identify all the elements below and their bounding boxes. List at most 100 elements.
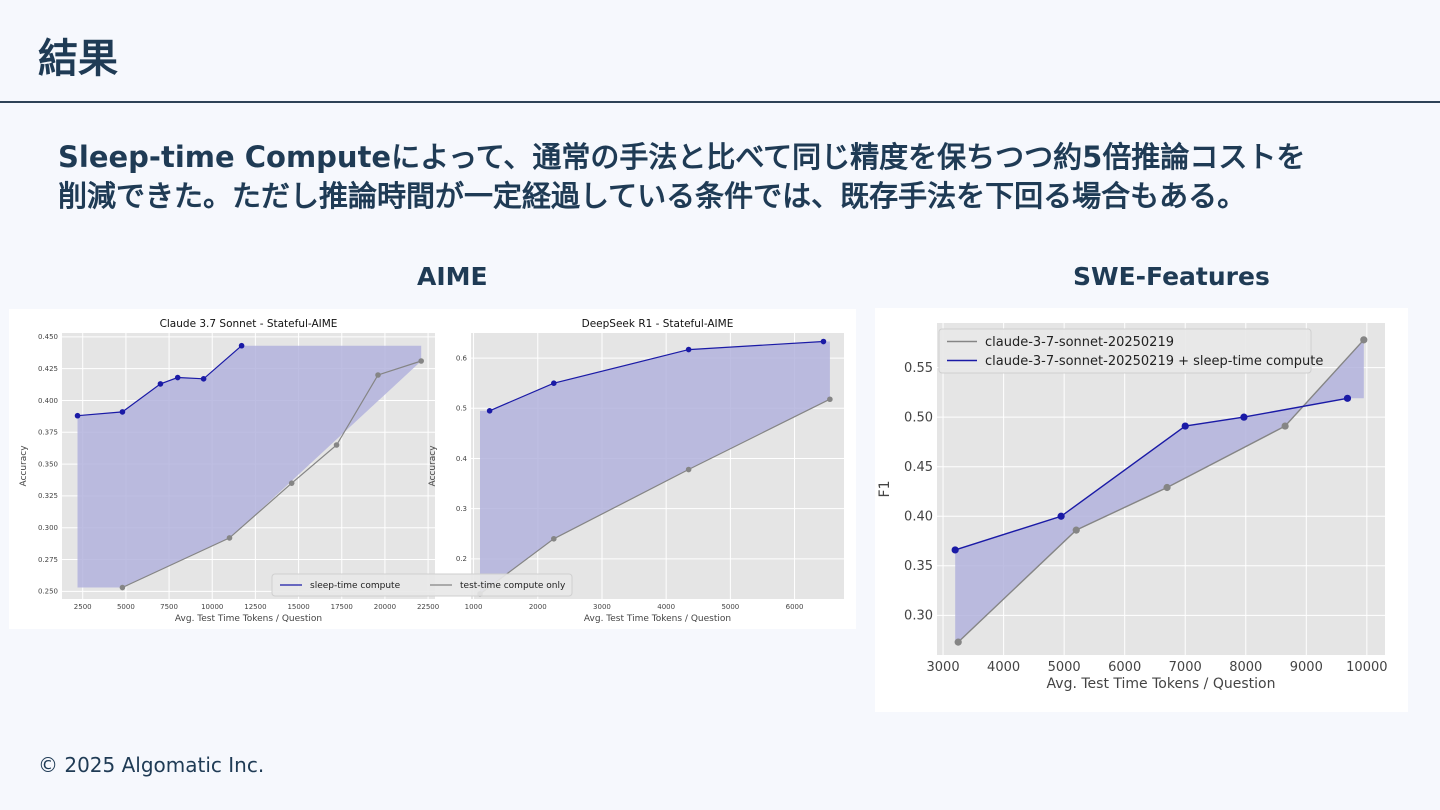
y-axis-label: Accuracy bbox=[428, 445, 438, 487]
series-point-0 bbox=[1360, 336, 1368, 344]
series-point-1 bbox=[685, 466, 692, 473]
series-point-1 bbox=[288, 480, 295, 486]
y-tick-label: 0.5 bbox=[456, 405, 467, 413]
series-point-1 bbox=[1240, 413, 1248, 421]
series-point-1 bbox=[951, 546, 959, 554]
series-line-0 bbox=[77, 345, 242, 417]
series-point-0 bbox=[1072, 526, 1080, 534]
x-tick-label: 5000 bbox=[1048, 660, 1081, 675]
series-line-0 bbox=[489, 340, 824, 412]
y-tick-label: 0.400 bbox=[38, 397, 58, 405]
y-tick-label: 0.275 bbox=[38, 556, 58, 564]
x-tick-label: 5000 bbox=[117, 603, 135, 611]
x-tick-label: 7000 bbox=[1169, 660, 1202, 675]
chart-title: Claude 3.7 Sonnet - Stateful-AIME bbox=[160, 318, 338, 330]
x-tick-label: 1000 bbox=[465, 603, 483, 611]
x-axis-label: Avg. Test Time Tokens / Question bbox=[584, 614, 731, 624]
swe-features-chart: 3000 4000 5000 6000 7000 8000 9000 10000 0.30 0.3… bbox=[877, 323, 1388, 692]
legend-entry: claude-3-7-sonnet-20250219 bbox=[985, 335, 1174, 350]
series-point-0 bbox=[238, 342, 245, 349]
legend-entry: test-time compute only bbox=[460, 581, 566, 591]
swe-features-label: SWE-Features bbox=[1073, 262, 1270, 291]
chart-claude: 2500 5000 7500 10000 12500 15000 17500 20000 225… bbox=[19, 318, 439, 624]
series-point-0 bbox=[174, 374, 181, 381]
x-tick-label: 7500 bbox=[160, 603, 178, 611]
series-point-0 bbox=[685, 346, 692, 353]
x-axis-label: Avg. Test Time Tokens / Question bbox=[1047, 676, 1276, 692]
series-point-0 bbox=[1163, 483, 1171, 492]
x-tick-label: 2000 bbox=[529, 603, 547, 611]
y-tick-label: 0.30 bbox=[904, 609, 933, 624]
page-title: 結果 bbox=[38, 36, 118, 82]
aime-charts: 2500 5000 7500 10000 12500 15000 17500 20000 225… bbox=[19, 318, 844, 624]
chart-deepseek: 1000 2000 3000 4000 5000 6000 0.2 0.3 0.4 0.5 0.6 D… bbox=[428, 318, 844, 624]
x-tick-label: 4000 bbox=[987, 660, 1020, 675]
y-tick-label: 0.55 bbox=[904, 361, 933, 376]
x-tick-label: 3000 bbox=[927, 660, 960, 675]
series-point-1 bbox=[1057, 512, 1065, 520]
fill-between-area bbox=[77, 345, 422, 588]
series-point-0 bbox=[119, 409, 126, 415]
aime-label: AIME bbox=[417, 262, 488, 291]
x-tick-label: 5000 bbox=[721, 603, 739, 611]
y-tick-label: 0.2 bbox=[456, 555, 467, 563]
series-point-0 bbox=[954, 638, 962, 646]
x-tick-label: 2500 bbox=[74, 603, 92, 611]
headline-line-2: 削減できた。ただし推論時間が一定経過している条件では、既存手法を下回る場合もある… bbox=[58, 179, 1247, 213]
legend-entry: sleep-time compute bbox=[310, 581, 401, 591]
x-tick-label: 4000 bbox=[657, 603, 675, 611]
x-tick-label: 3000 bbox=[593, 603, 611, 611]
y-tick-label: 0.35 bbox=[904, 559, 933, 574]
y-axis-label: F1 bbox=[877, 481, 893, 498]
x-tick-label: 17500 bbox=[331, 603, 353, 611]
headline: Sleep-time Computeによって、通常の手法と比べて同じ精度を保ちつ… bbox=[58, 138, 1408, 216]
fill-between-area bbox=[480, 341, 830, 594]
series-line-1 bbox=[122, 360, 422, 589]
y-tick-label: 0.300 bbox=[38, 524, 58, 532]
y-tick-label: 0.350 bbox=[38, 460, 58, 468]
series-point-0 bbox=[157, 381, 164, 387]
footer-copyright: © 2025 Algomatic Inc. bbox=[38, 753, 265, 777]
series-point-1 bbox=[375, 372, 381, 378]
x-tick-label: 15000 bbox=[287, 603, 309, 611]
x-tick-label: 10000 bbox=[201, 603, 223, 611]
x-tick-label: 6000 bbox=[786, 603, 804, 611]
y-tick-label: 0.45 bbox=[904, 460, 933, 475]
legend: claude-3-7-sonnet-20250219 claude-3-7-son… bbox=[938, 328, 1323, 374]
series-point-0 bbox=[74, 412, 81, 419]
legend-box bbox=[271, 573, 573, 597]
y-tick-label: 0.250 bbox=[38, 588, 58, 596]
series-line-1 bbox=[479, 398, 831, 595]
series-point-1 bbox=[1181, 422, 1189, 430]
y-tick-label: 0.375 bbox=[38, 429, 58, 437]
x-axis-label: Avg. Test Time Tokens / Question bbox=[175, 614, 322, 624]
y-tick-label: 0.425 bbox=[38, 365, 58, 373]
legend-box bbox=[938, 328, 1312, 374]
series-point-1 bbox=[333, 442, 340, 448]
legend: sleep-time compute test-time compute only bbox=[271, 573, 573, 597]
series-point-0 bbox=[200, 376, 207, 382]
x-tick-label: 20000 bbox=[374, 603, 396, 611]
x-tick-label: 10000 bbox=[1346, 660, 1387, 675]
chart-title: DeepSeek R1 - Stateful-AIME bbox=[582, 318, 734, 330]
chart-swe: 3000 4000 5000 6000 7000 8000 9000 10000 0.30 0.3… bbox=[877, 323, 1388, 692]
y-tick-label: 0.6 bbox=[456, 354, 468, 362]
series-point-1 bbox=[226, 535, 233, 541]
y-tick-label: 0.325 bbox=[38, 492, 58, 500]
series-point-0 bbox=[551, 380, 557, 386]
x-tick-label: 12500 bbox=[244, 603, 266, 611]
aime-figure-panel: 2500 5000 7500 10000 12500 15000 17500 20000 225… bbox=[9, 309, 856, 629]
series-point-1 bbox=[827, 396, 833, 403]
x-tick-label: 6000 bbox=[1108, 660, 1141, 675]
y-tick-label: 0.3 bbox=[456, 505, 467, 513]
headline-line-1: Sleep-time Computeによって、通常の手法と比べて同じ精度を保ちつ… bbox=[58, 140, 1306, 174]
series-point-1 bbox=[1343, 394, 1352, 402]
series-point-1 bbox=[119, 584, 126, 591]
y-tick-label: 0.50 bbox=[904, 410, 933, 425]
series-point-1 bbox=[551, 535, 557, 542]
y-axis-label: Accuracy bbox=[19, 445, 29, 487]
y-tick-label: 0.450 bbox=[38, 333, 58, 341]
x-tick-label: 9000 bbox=[1290, 660, 1323, 675]
y-tick-label: 0.40 bbox=[904, 510, 933, 525]
legend-entry: claude-3-7-sonnet-20250219 + sleep-time … bbox=[985, 354, 1323, 369]
